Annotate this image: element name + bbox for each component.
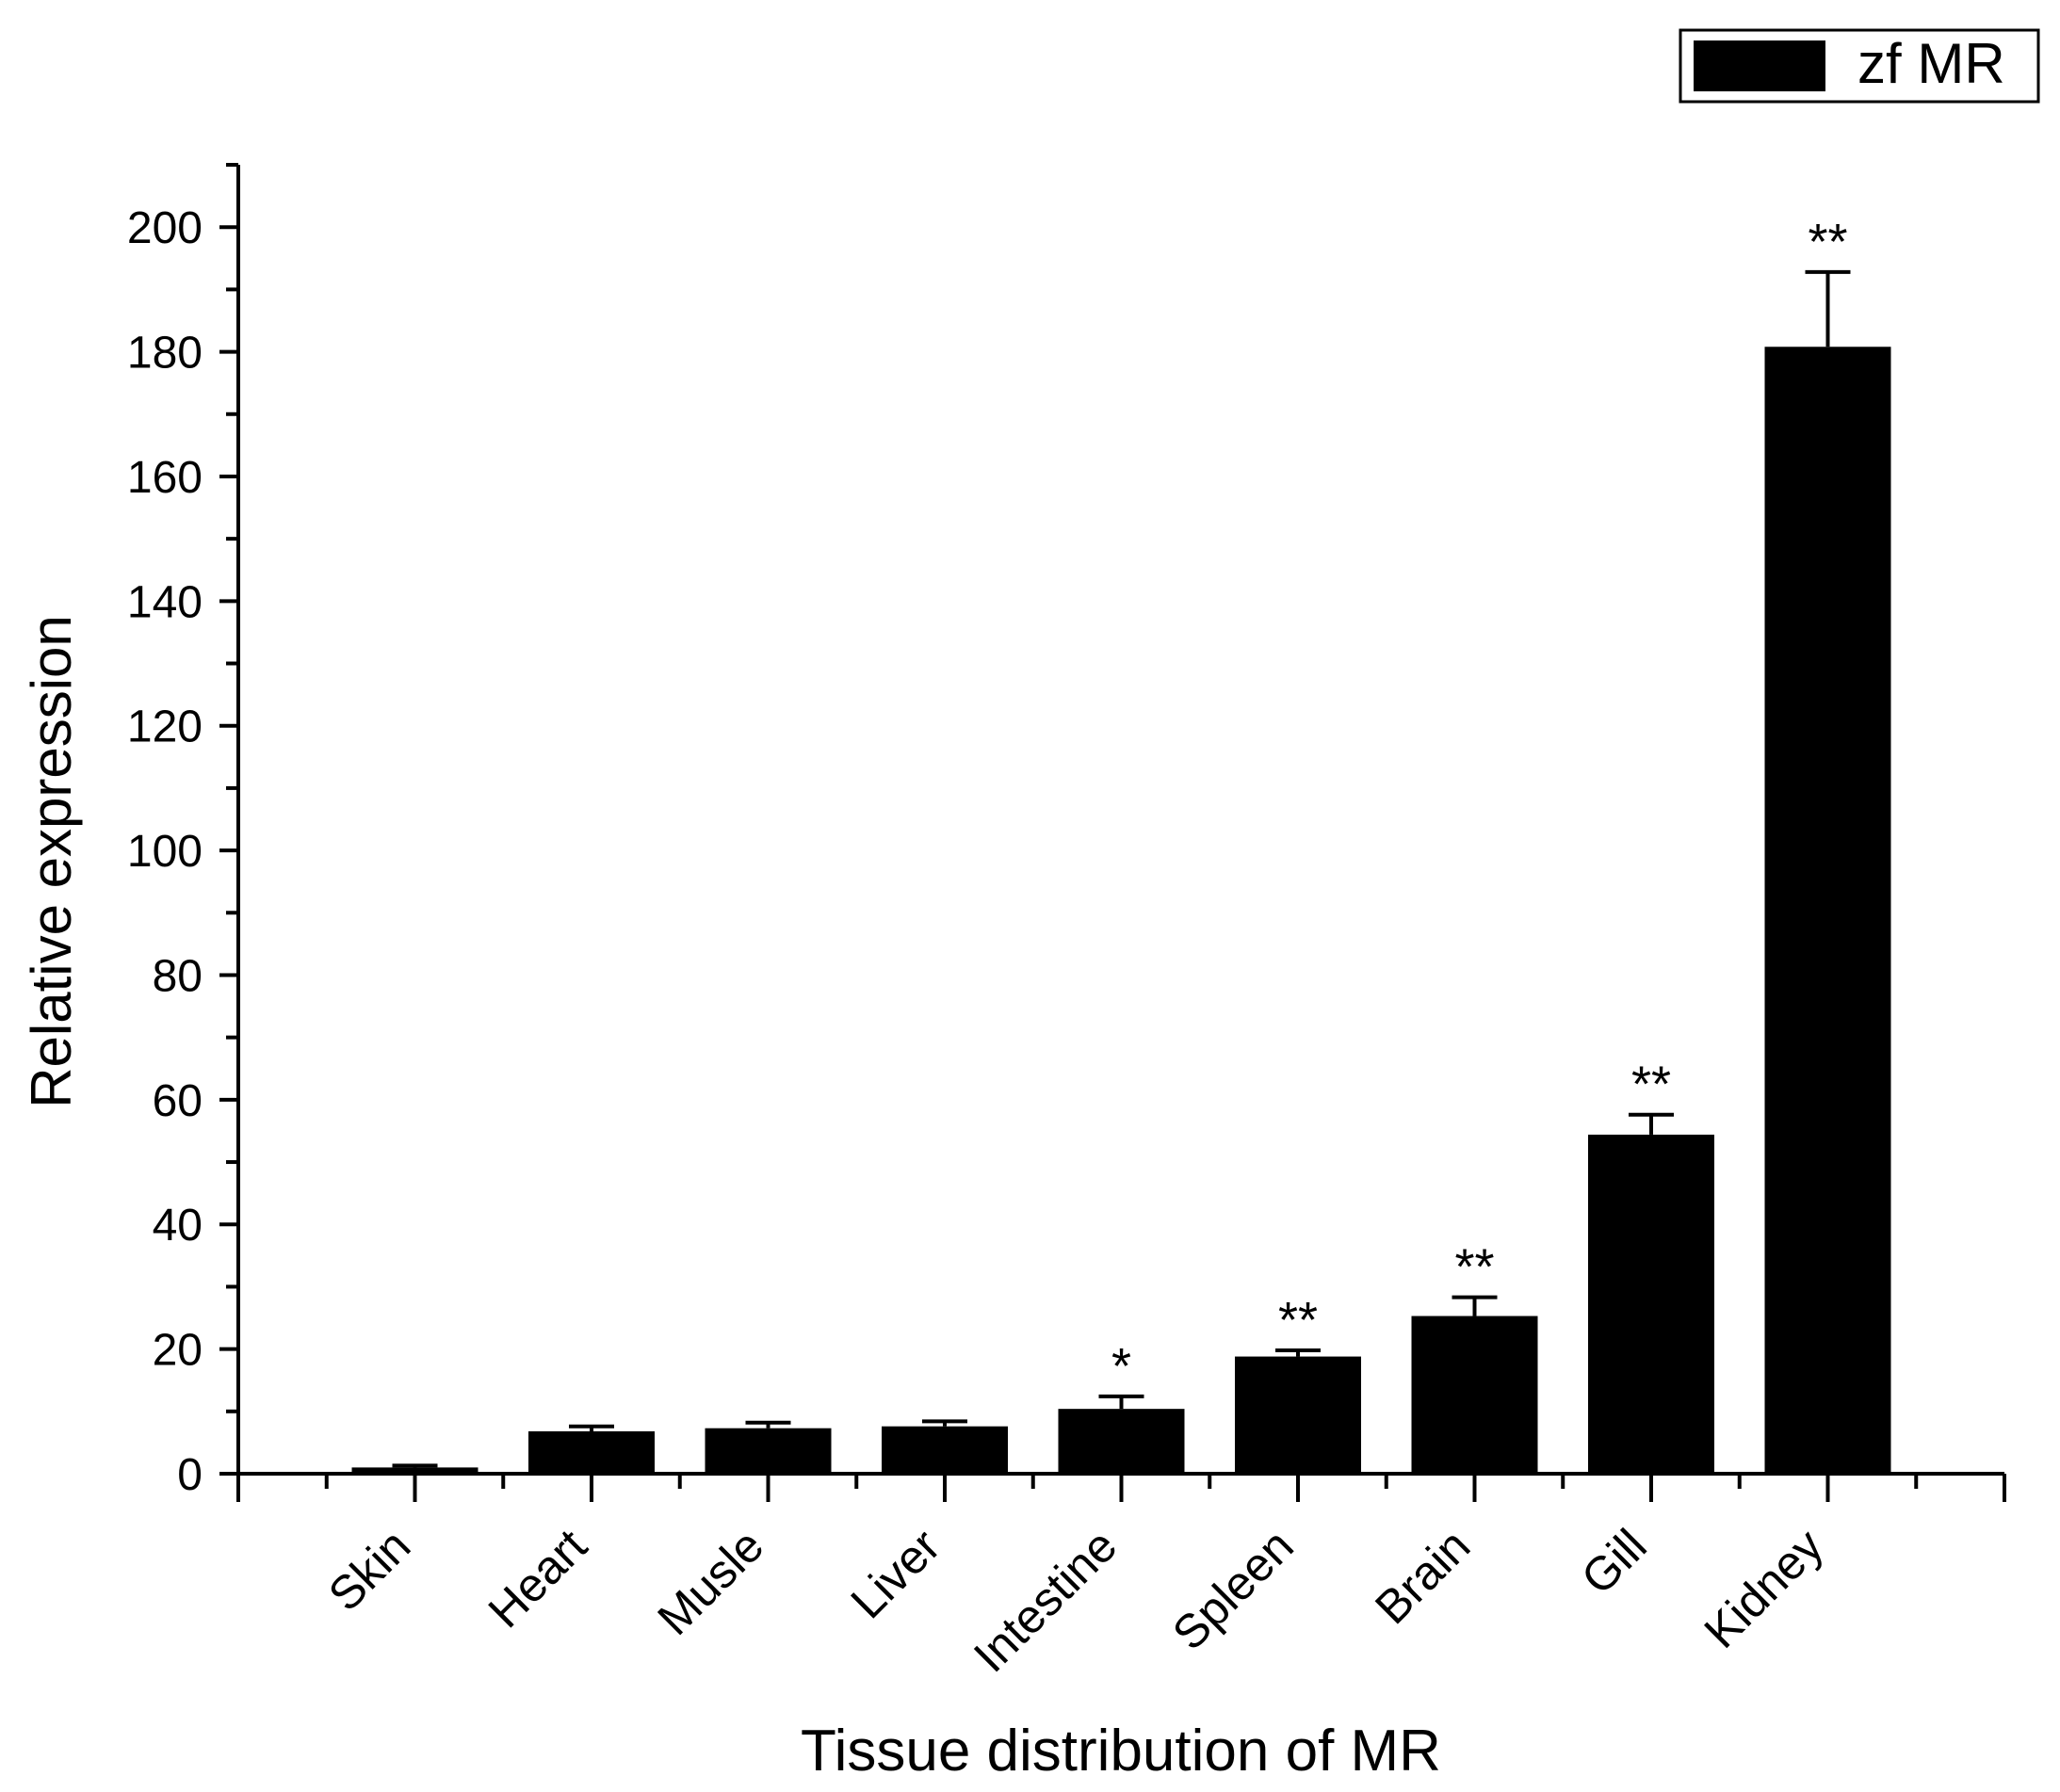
y-tick-label: 100 bbox=[127, 827, 203, 877]
x-tick-label: Musle bbox=[647, 1519, 773, 1645]
y-tick-label: 160 bbox=[127, 453, 203, 503]
y-tick-label: 20 bbox=[153, 1326, 203, 1376]
significance-label: ** bbox=[1631, 1057, 1671, 1113]
y-tick-label: 120 bbox=[127, 702, 203, 752]
x-axis-label: Tissue distribution of MR bbox=[801, 1719, 1441, 1784]
bar bbox=[528, 1430, 655, 1474]
x-tick-label: Liver bbox=[841, 1519, 950, 1628]
legend: zf MR bbox=[1679, 28, 2040, 104]
bar bbox=[1235, 1356, 1361, 1474]
x-tick-label: Brain bbox=[1365, 1519, 1480, 1634]
x-tick-label: Kidney bbox=[1695, 1519, 1834, 1658]
y-tick-label: 200 bbox=[127, 203, 203, 253]
bar bbox=[1764, 347, 1891, 1475]
significance-label: ** bbox=[1808, 214, 1847, 270]
x-tick-label: Spleen bbox=[1162, 1519, 1304, 1660]
x-tick-label: Heart bbox=[479, 1519, 597, 1638]
bar bbox=[1411, 1316, 1538, 1474]
bar bbox=[1058, 1409, 1185, 1474]
bar bbox=[1588, 1134, 1714, 1474]
x-tick-label: Skin bbox=[318, 1519, 420, 1621]
x-tick-label: Gill bbox=[1571, 1519, 1657, 1605]
y-tick-label: 80 bbox=[153, 951, 203, 1001]
bar bbox=[882, 1426, 1008, 1474]
significance-label: * bbox=[1111, 1338, 1131, 1395]
significance-label: ** bbox=[1454, 1239, 1494, 1296]
y-axis-label: Relative expression bbox=[20, 615, 83, 1108]
bar bbox=[351, 1467, 479, 1474]
x-tick-label: Intestine bbox=[964, 1519, 1127, 1682]
legend-label: zf MR bbox=[1857, 32, 2005, 95]
legend-swatch bbox=[1694, 40, 1825, 91]
bar bbox=[705, 1428, 832, 1474]
y-tick-label: 140 bbox=[127, 577, 203, 627]
y-tick-label: 60 bbox=[153, 1076, 203, 1126]
y-tick-label: 40 bbox=[153, 1201, 203, 1251]
significance-label: ** bbox=[1278, 1292, 1318, 1348]
plot-area: 0 20 40 60 80 100 120 140 160 180 200 Skin Heart Musl… bbox=[127, 163, 2006, 1682]
y-tick-label: 0 bbox=[177, 1450, 203, 1500]
y-tick-label: 180 bbox=[127, 329, 203, 379]
